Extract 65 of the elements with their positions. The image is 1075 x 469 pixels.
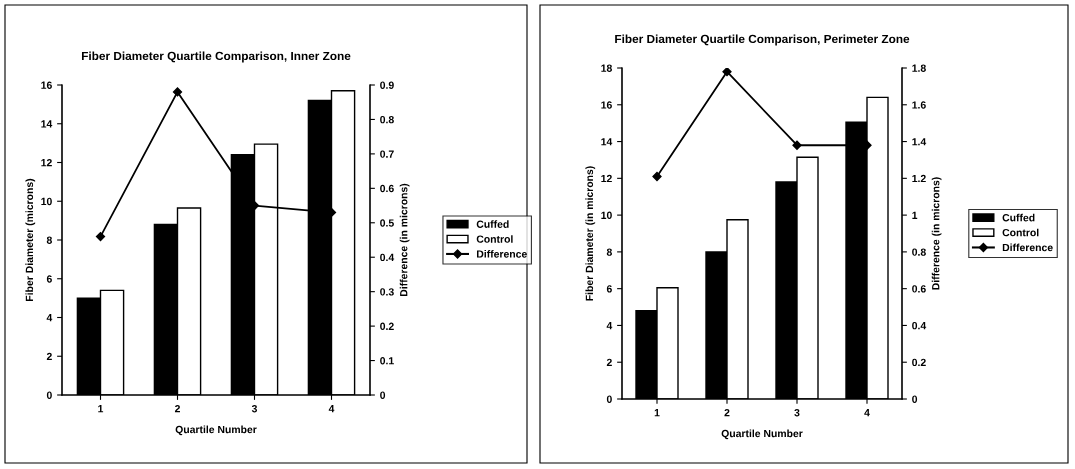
y2-tick-label: 0.5 [380, 219, 394, 227]
y2-tick-label: 1 [912, 211, 918, 219]
y2-tick-label: 0.9 [380, 81, 394, 89]
y2-axis-title: Difference (in microns) [931, 177, 942, 290]
y-tick-label: 8 [46, 236, 52, 244]
x-tick-label: 4 [864, 409, 870, 417]
x-tick-label: 4 [328, 405, 335, 413]
y-tick-label: 8 [606, 248, 612, 256]
y2-tick-label: 1.6 [912, 101, 926, 109]
y2-tick-label: 0 [380, 391, 386, 399]
y2-tick-label: 0.1 [380, 357, 394, 365]
y2-tick-label: 0 [912, 395, 918, 403]
chart-title: Fiber Diameter Quartile Comparison, Inner Zone [81, 51, 351, 63]
y2-tick-label: 0.2 [912, 358, 926, 367]
legend-label: Cuffed [476, 220, 509, 228]
y-tick-label: 16 [41, 81, 52, 89]
x-axis-title: Quartile Number [721, 429, 803, 440]
point [652, 171, 662, 182]
legend-label: Difference [477, 250, 527, 258]
legend-label: Difference [1002, 243, 1053, 252]
y-tick-label: 16 [601, 101, 612, 109]
y-tick-label: 2 [46, 352, 52, 361]
y-tick-label: 10 [601, 211, 612, 219]
y-tick-label: 2 [606, 358, 612, 366]
y-tick-label: 18 [601, 64, 612, 72]
y-tick-label: 12 [41, 159, 52, 167]
y2-axis-title: Difference (in microns) [399, 183, 410, 297]
y-tick-label: 14 [601, 138, 613, 146]
y2-tick-label: 0.4 [380, 253, 395, 262]
y-tick-label: 4 [606, 322, 613, 330]
y-tick-label: 10 [41, 197, 52, 206]
y2-tick-label: 1.8 [912, 64, 926, 72]
legend-label: Cuffed [1002, 213, 1035, 222]
x-tick-label: 2 [174, 405, 180, 413]
x-axis-title: Quartile Number [175, 425, 257, 436]
x-tick-label: 1 [98, 405, 104, 413]
y-tick-label: 14 [41, 120, 53, 128]
chart-title: Fiber Diameter Quartile Comparison, Perimeter Zone [615, 34, 910, 46]
legend-label: Control [476, 235, 513, 243]
x-tick-label: 2 [724, 409, 730, 417]
legend-label: Control [1002, 228, 1039, 237]
y-axis-title: Fiber Diameter (in microns) [585, 166, 596, 301]
y-axis-title: Fiber Diameter (microns) [25, 178, 36, 301]
y2-tick-label: 1.2 [912, 174, 926, 183]
y2-tick-label: 0.6 [380, 184, 394, 193]
y2-tick-label: 0.3 [380, 288, 394, 296]
y2-tick-label: 0.2 [380, 322, 394, 330]
y2-tick-label: 0.8 [912, 248, 926, 256]
y-tick-label: 6 [606, 285, 612, 293]
point [792, 140, 802, 150]
y-tick-label: 4 [46, 314, 53, 322]
y-tick-label: 6 [46, 275, 52, 283]
y-tick-label: 12 [601, 174, 612, 183]
y2-tick-label: 1.4 [912, 138, 927, 146]
point [722, 68, 732, 77]
y2-tick-label: 0.8 [380, 115, 394, 124]
x-tick-label: 3 [794, 409, 800, 417]
y2-tick-label: 0.7 [380, 150, 394, 158]
y-tick-label: 0 [46, 391, 52, 399]
point [172, 87, 183, 97]
y2-tick-label: 0.4 [912, 321, 927, 330]
y2-tick-label: 0.6 [912, 285, 926, 293]
y-tick-label: 0 [606, 395, 612, 403]
x-tick-label: 3 [251, 405, 258, 413]
x-tick-label: 1 [654, 409, 660, 417]
